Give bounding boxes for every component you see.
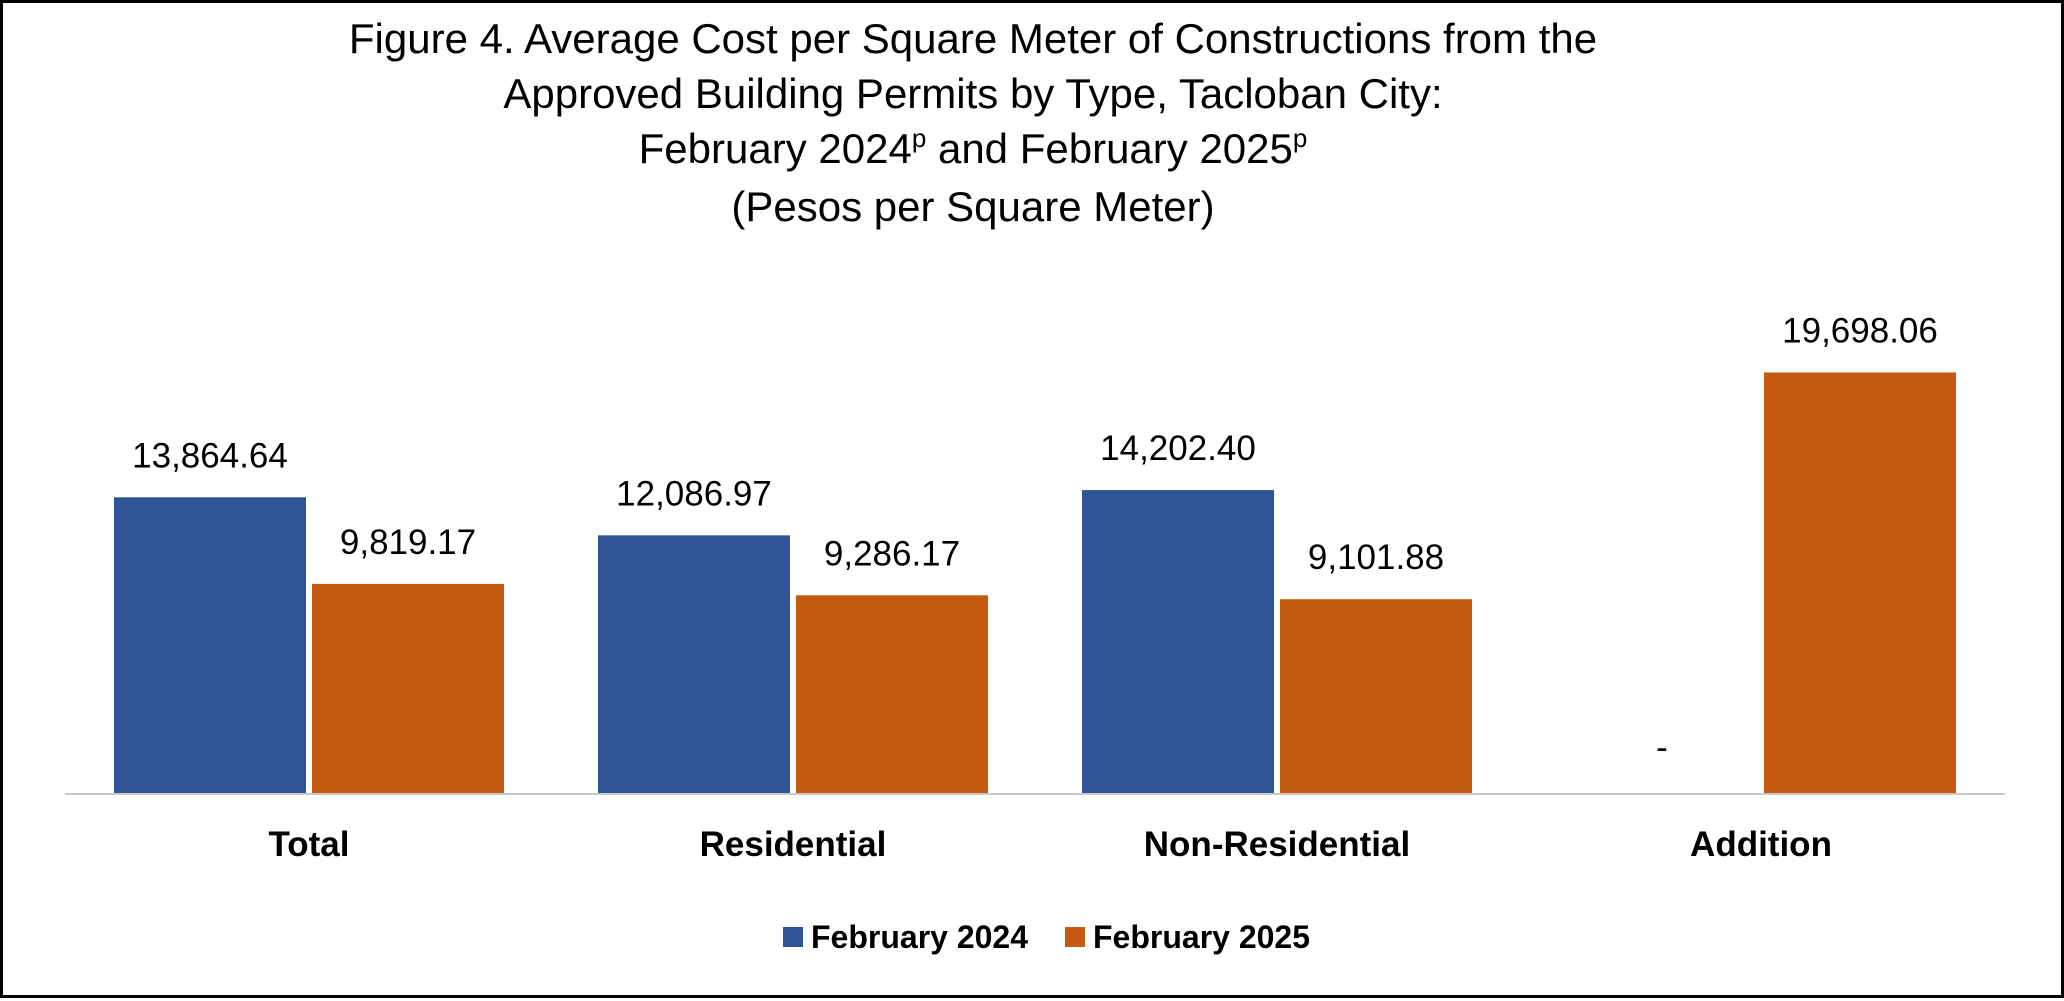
title-line-1: Figure 4. Average Cost per Square Meter … [349, 15, 1597, 62]
bar-total-2024 [114, 497, 306, 794]
legend-swatch-2024 [783, 927, 803, 947]
data-label: 12,086.97 [616, 474, 772, 513]
bar-non-residential-2024 [1082, 490, 1274, 794]
bar-addition-2025 [1764, 372, 1956, 794]
title-line-3-part2: and February 2025 [926, 125, 1293, 172]
legend-label-2024: February 2024 [811, 919, 1028, 955]
chart-title: Figure 4. Average Cost per Square Meter … [349, 15, 1597, 230]
legend-swatch-2025 [1065, 927, 1085, 947]
legend-label-2025: February 2025 [1093, 919, 1310, 955]
category-label: Total [268, 825, 349, 864]
data-label: 9,286.17 [824, 534, 960, 573]
title-superscript-1: p [912, 123, 926, 153]
data-label: 13,864.64 [132, 436, 288, 475]
data-label: 9,101.88 [1308, 538, 1444, 577]
data-label: 14,202.40 [1100, 429, 1256, 468]
data-label-missing: - [1656, 728, 1668, 767]
bar-non-residential-2025 [1280, 599, 1472, 794]
bar-chart: Figure 4. Average Cost per Square Meter … [65, 15, 2005, 955]
title-line-3-part1: February 2024 [639, 125, 912, 172]
bar-residential-2024 [598, 535, 790, 794]
data-label: 9,819.17 [340, 523, 476, 562]
legend: February 2024 February 2025 [783, 919, 1310, 955]
category-labels: Total Residential Non-Residential Addition [268, 825, 1831, 864]
bars [114, 372, 1956, 794]
bar-total-2025 [312, 583, 504, 794]
category-label: Addition [1690, 825, 1832, 864]
chart-subtitle: (Pesos per Square Meter) [731, 183, 1214, 230]
data-label: 19,698.06 [1782, 311, 1938, 350]
bar-residential-2025 [796, 595, 988, 794]
title-line-2: Approved Building Permits by Type, Taclo… [503, 70, 1442, 117]
category-label: Non-Residential [1144, 825, 1410, 864]
data-labels: 13,864.64 9,819.17 12,086.97 9,286.17 14,202… [132, 311, 1938, 767]
category-label: Residential [700, 825, 887, 864]
title-superscript-2: p [1293, 123, 1307, 153]
title-line-3: February 2024p and February 2025p [639, 123, 1308, 172]
